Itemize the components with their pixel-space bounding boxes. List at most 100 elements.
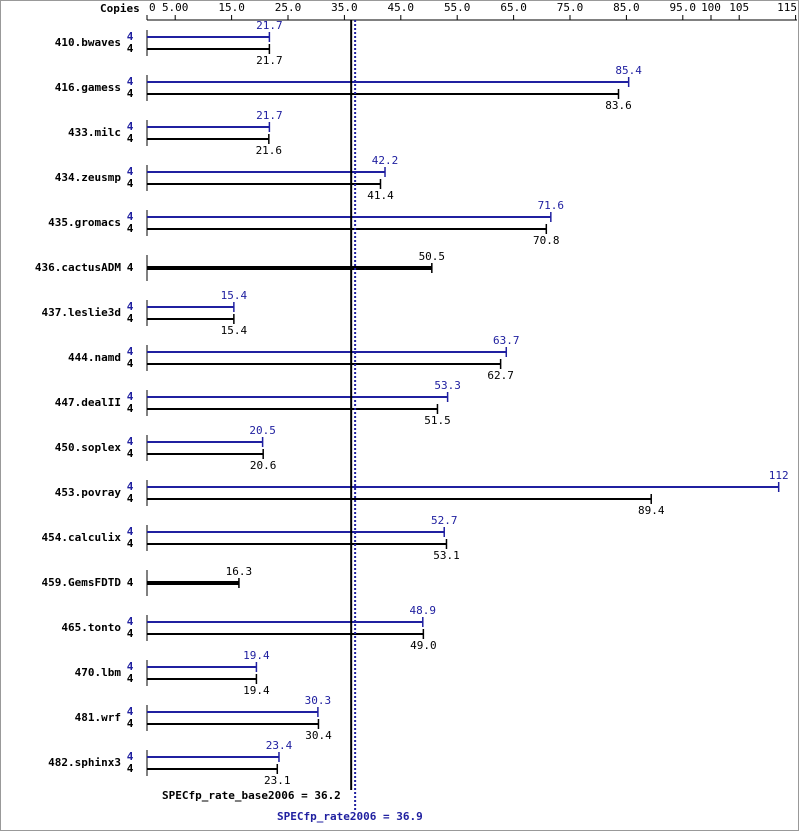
value-label: 70.8 (533, 234, 560, 247)
copies: 4 (127, 717, 134, 730)
category-label: 444.namd (68, 351, 121, 364)
value-label: 15.4 (221, 324, 248, 337)
bar (147, 171, 386, 173)
value-label: 20.5 (249, 424, 276, 437)
copies: 4 (127, 222, 134, 235)
x-tick-label: 35.0 (331, 1, 358, 14)
value-label: 21.7 (256, 109, 283, 122)
bar (147, 723, 319, 725)
bar (147, 498, 652, 500)
category-label: 470.lbm (75, 666, 122, 679)
copies: 4 (127, 525, 134, 538)
category-label: 437.leslie3d (42, 306, 121, 319)
copies: 4 (127, 576, 134, 589)
bar (147, 228, 547, 230)
value-label: 21.7 (256, 54, 283, 67)
value-label: 83.6 (605, 99, 632, 112)
value-label: 71.6 (538, 199, 565, 212)
bar (147, 81, 629, 83)
copies: 4 (127, 300, 134, 313)
category-label: 416.gamess (55, 81, 121, 94)
value-label: 30.3 (305, 694, 332, 707)
value-label: 112 (769, 469, 789, 482)
copies: 4 (127, 492, 134, 505)
value-label: 41.4 (367, 189, 394, 202)
value-label: 21.6 (256, 144, 283, 157)
value-label: 50.5 (419, 250, 446, 263)
value-label: 23.4 (266, 739, 293, 752)
copies: 4 (127, 312, 134, 325)
bar (147, 633, 424, 635)
copies: 4 (127, 42, 134, 55)
reference-label: SPECfp_rate_base2006 = 36.2 (162, 789, 341, 802)
copies: 4 (127, 750, 134, 763)
category-label: 436.cactusADM (35, 261, 121, 274)
category-label: 481.wrf (75, 711, 121, 724)
value-label: 52.7 (431, 514, 458, 527)
copies: 4 (127, 87, 134, 100)
copies: 4 (127, 120, 134, 133)
value-label: 53.1 (433, 549, 460, 562)
copies: 4 (127, 705, 134, 718)
bar (147, 666, 257, 668)
bar (147, 768, 278, 770)
bar (147, 441, 263, 443)
category-label: 435.gromacs (48, 216, 121, 229)
category-label: 482.sphinx3 (48, 756, 121, 769)
category-label: 450.soplex (55, 441, 122, 454)
bar (147, 396, 448, 398)
bar (147, 183, 381, 185)
x-tick-label: 75.0 (557, 1, 584, 14)
value-label: 62.7 (487, 369, 514, 382)
bar (147, 138, 269, 140)
bar (147, 126, 270, 128)
category-label: 453.povray (55, 486, 122, 499)
copies: 4 (127, 75, 134, 88)
x-tick-label: 5.00 (162, 1, 189, 14)
x-tick-label: 105 (729, 1, 749, 14)
category-label: 459.GemsFDTD (42, 576, 122, 589)
value-label: 42.2 (372, 154, 399, 167)
bar (147, 678, 257, 680)
bar (147, 216, 551, 218)
bar (147, 48, 270, 50)
value-label: 16.3 (226, 565, 253, 578)
bar (147, 266, 432, 270)
category-label: 465.tonto (61, 621, 121, 634)
x-tick-label: 95.0 (670, 1, 697, 14)
value-label: 15.4 (221, 289, 248, 302)
copies: 4 (127, 627, 134, 640)
category-label: 410.bwaves (55, 36, 121, 49)
category-label: 434.zeusmp (55, 171, 122, 184)
x-tick-label: 85.0 (613, 1, 640, 14)
value-label: 85.4 (615, 64, 642, 77)
bar (147, 621, 423, 623)
bar (147, 93, 619, 95)
x-tick-label: 15.0 (218, 1, 245, 14)
value-label: 20.6 (250, 459, 277, 472)
bar (147, 36, 270, 38)
copies: 4 (127, 537, 134, 550)
bar (147, 408, 438, 410)
bar (147, 543, 447, 545)
value-label: 53.3 (434, 379, 461, 392)
copies: 4 (127, 762, 134, 775)
bar (147, 306, 234, 308)
copies: 4 (127, 660, 134, 673)
reference-label: SPECfp_rate2006 = 36.9 (277, 810, 423, 823)
copies: 4 (127, 345, 134, 358)
x-tick-label: 115 (777, 1, 797, 14)
value-label: 49.0 (410, 639, 437, 652)
copies: 4 (127, 261, 134, 274)
value-label: 30.4 (305, 729, 332, 742)
category-label: 433.milc (68, 126, 121, 139)
x-tick-label: 0 (149, 1, 156, 14)
category-label: 447.dealII (55, 396, 121, 409)
bar (147, 363, 501, 365)
copies: 4 (127, 165, 134, 178)
copies: 4 (127, 390, 134, 403)
x-tick-label: 100 (701, 1, 721, 14)
